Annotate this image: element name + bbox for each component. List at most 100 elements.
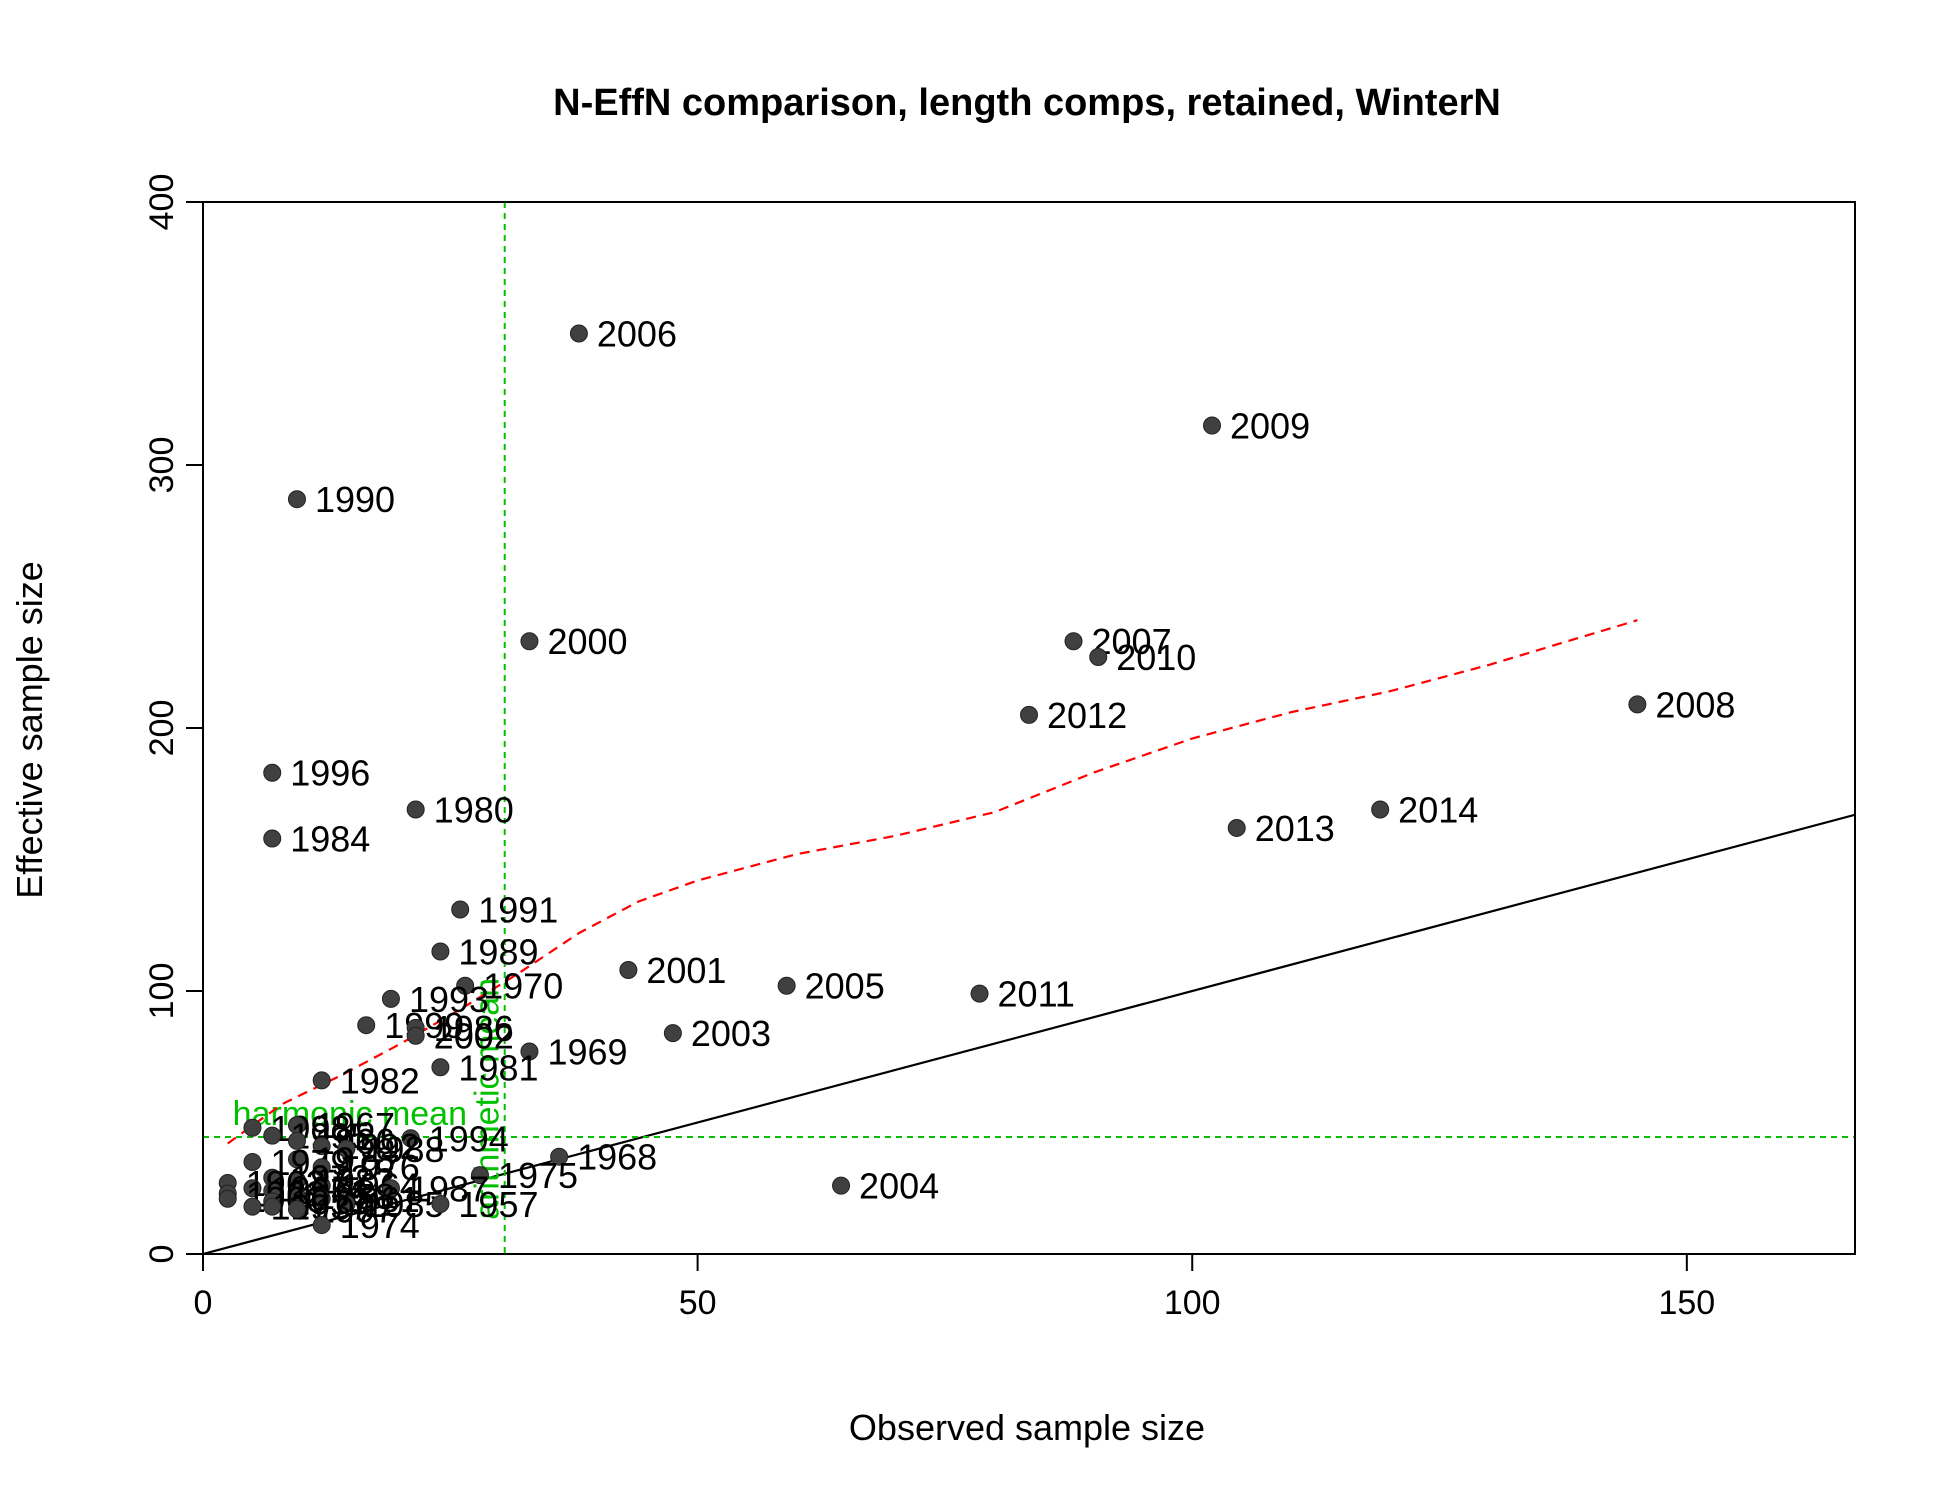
data-point-label: 1976 bbox=[340, 1147, 420, 1188]
y-tick-label: 200 bbox=[143, 700, 181, 757]
data-point-label: 1989 bbox=[458, 932, 538, 973]
data-point bbox=[619, 960, 638, 979]
data-point bbox=[431, 942, 450, 961]
data-point bbox=[312, 1071, 331, 1090]
data-point bbox=[832, 1176, 851, 1195]
data-point-label: 1984 bbox=[290, 818, 370, 859]
data-point-label: 2001 bbox=[646, 950, 726, 991]
data-point bbox=[1064, 632, 1083, 651]
data-point-label: 2008 bbox=[1655, 684, 1735, 725]
data-point bbox=[337, 1139, 356, 1158]
x-tick-label: 150 bbox=[1658, 1284, 1715, 1322]
data-point bbox=[1203, 416, 1222, 435]
data-point bbox=[520, 1042, 539, 1061]
data-point-label: 1968 bbox=[577, 1137, 657, 1178]
data-point bbox=[263, 1197, 282, 1216]
y-axis-label: Effective sample size bbox=[9, 561, 50, 898]
data-point-label: 2012 bbox=[1047, 695, 1127, 736]
smoother-line bbox=[227, 619, 1638, 1145]
data-point-label: 2005 bbox=[805, 966, 885, 1007]
data-point bbox=[663, 1024, 682, 1043]
data-point-label: 1973 bbox=[270, 1187, 350, 1228]
data-point bbox=[337, 1195, 356, 1214]
y-tick-label: 300 bbox=[143, 437, 181, 494]
data-point bbox=[406, 1026, 425, 1045]
data-point bbox=[401, 1129, 420, 1148]
y-tick-label: 100 bbox=[143, 963, 181, 1020]
data-point bbox=[218, 1189, 237, 1208]
data-point-label: 1978 bbox=[315, 1139, 395, 1180]
data-point bbox=[1371, 800, 1390, 819]
data-point-label: 1965 bbox=[270, 1168, 350, 1209]
data-point bbox=[431, 1058, 450, 1077]
data-point-label: 2006 bbox=[597, 314, 677, 355]
data-point bbox=[287, 1150, 306, 1169]
data-point-label: 1985 bbox=[364, 1184, 444, 1225]
data-point-label: 1967 bbox=[315, 1105, 395, 1146]
data-point bbox=[970, 984, 989, 1003]
data-point-label: 1990 bbox=[315, 479, 395, 520]
data-point bbox=[1227, 818, 1246, 837]
data-point bbox=[1628, 695, 1647, 714]
data-point bbox=[357, 1016, 376, 1035]
x-axis-label: Observed sample size bbox=[849, 1407, 1205, 1448]
data-point-label: 2002 bbox=[434, 1016, 514, 1057]
data-point-label: 1975 bbox=[498, 1155, 578, 1196]
data-point-label: 1991 bbox=[478, 889, 558, 930]
data-point bbox=[406, 800, 425, 819]
data-point bbox=[263, 1126, 282, 1145]
data-point-label: 2013 bbox=[1255, 808, 1335, 849]
data-point bbox=[520, 632, 539, 651]
data-point-label: 1974 bbox=[340, 1205, 420, 1246]
x-tick-label: 50 bbox=[679, 1284, 717, 1322]
data-point bbox=[263, 763, 282, 782]
data-point bbox=[381, 989, 400, 1008]
smoother-layer bbox=[227, 619, 1638, 1145]
data-point-label: 2009 bbox=[1230, 406, 1310, 447]
data-point bbox=[287, 1200, 306, 1219]
data-point bbox=[312, 1158, 331, 1177]
data-point bbox=[1020, 705, 1038, 724]
data-point-label: 1957 bbox=[458, 1184, 538, 1225]
x-tick-label: 100 bbox=[1164, 1284, 1221, 1322]
data-point-label: 1988 bbox=[364, 1129, 444, 1170]
chart-title: N-EffN comparison, length comps, retaine… bbox=[553, 82, 1501, 124]
data-point-label: 1986 bbox=[434, 1008, 514, 1049]
y-tick-label: 0 bbox=[143, 1245, 181, 1264]
data-point bbox=[381, 1179, 400, 1198]
data-point-label: 1982 bbox=[340, 1060, 420, 1101]
data-point bbox=[287, 490, 306, 509]
data-point bbox=[550, 1147, 569, 1166]
data-point bbox=[312, 1137, 331, 1156]
data-point-label: 1996 bbox=[290, 753, 370, 794]
data-point bbox=[456, 976, 475, 995]
data-point bbox=[431, 1195, 450, 1214]
data-point-label: 1979 bbox=[270, 1142, 350, 1183]
data-point bbox=[777, 976, 796, 995]
data-point bbox=[243, 1118, 262, 1137]
data-point-label: 2004 bbox=[859, 1166, 939, 1207]
data-point-label: 1959 bbox=[290, 1181, 370, 1222]
data-point bbox=[287, 1131, 306, 1150]
data-point bbox=[263, 829, 282, 848]
data-point bbox=[243, 1179, 262, 1198]
data-point-label: 1993 bbox=[409, 979, 489, 1020]
data-point-label: 2003 bbox=[691, 1013, 771, 1054]
data-point-label: 2011 bbox=[998, 974, 1075, 1015]
data-point-label: 2014 bbox=[1398, 790, 1478, 831]
data-point-label: 1970 bbox=[483, 966, 563, 1007]
reference-lines: harmonic mean arithmetic mean bbox=[203, 202, 1855, 1254]
data-point bbox=[312, 1189, 331, 1208]
data-point bbox=[243, 1152, 262, 1171]
data-point bbox=[243, 1197, 262, 1216]
data-point-label: 2010 bbox=[1116, 637, 1196, 678]
y-tick-label: 400 bbox=[143, 174, 181, 231]
data-point-label: 2000 bbox=[547, 621, 627, 662]
data-point-label: 1969 bbox=[547, 1031, 627, 1072]
data-point-label: 1981 bbox=[458, 1047, 538, 1088]
axes: 0 50 100 150 0 100 200 300 400 bbox=[143, 174, 1856, 1322]
data-point-label: 1994 bbox=[429, 1118, 509, 1159]
data-point bbox=[312, 1216, 331, 1235]
